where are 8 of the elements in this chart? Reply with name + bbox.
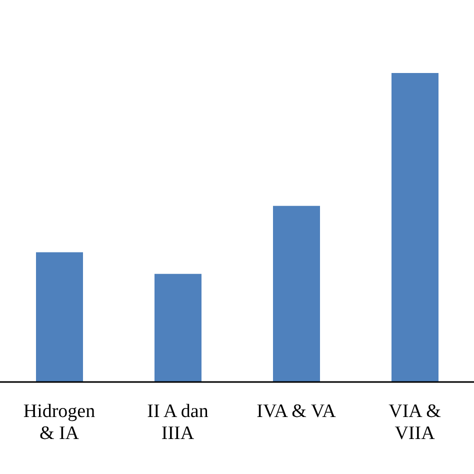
bar bbox=[273, 206, 320, 382]
x-tick-label: VIA & VIIA bbox=[388, 401, 442, 444]
x-tick-label: II A dan IIIA bbox=[147, 401, 209, 444]
bar bbox=[36, 252, 83, 382]
x-tick-label: IVA & VA bbox=[256, 401, 336, 422]
bar bbox=[392, 73, 438, 382]
bar bbox=[154, 274, 202, 382]
x-tick-label: Hidrogen & IA bbox=[23, 401, 96, 444]
